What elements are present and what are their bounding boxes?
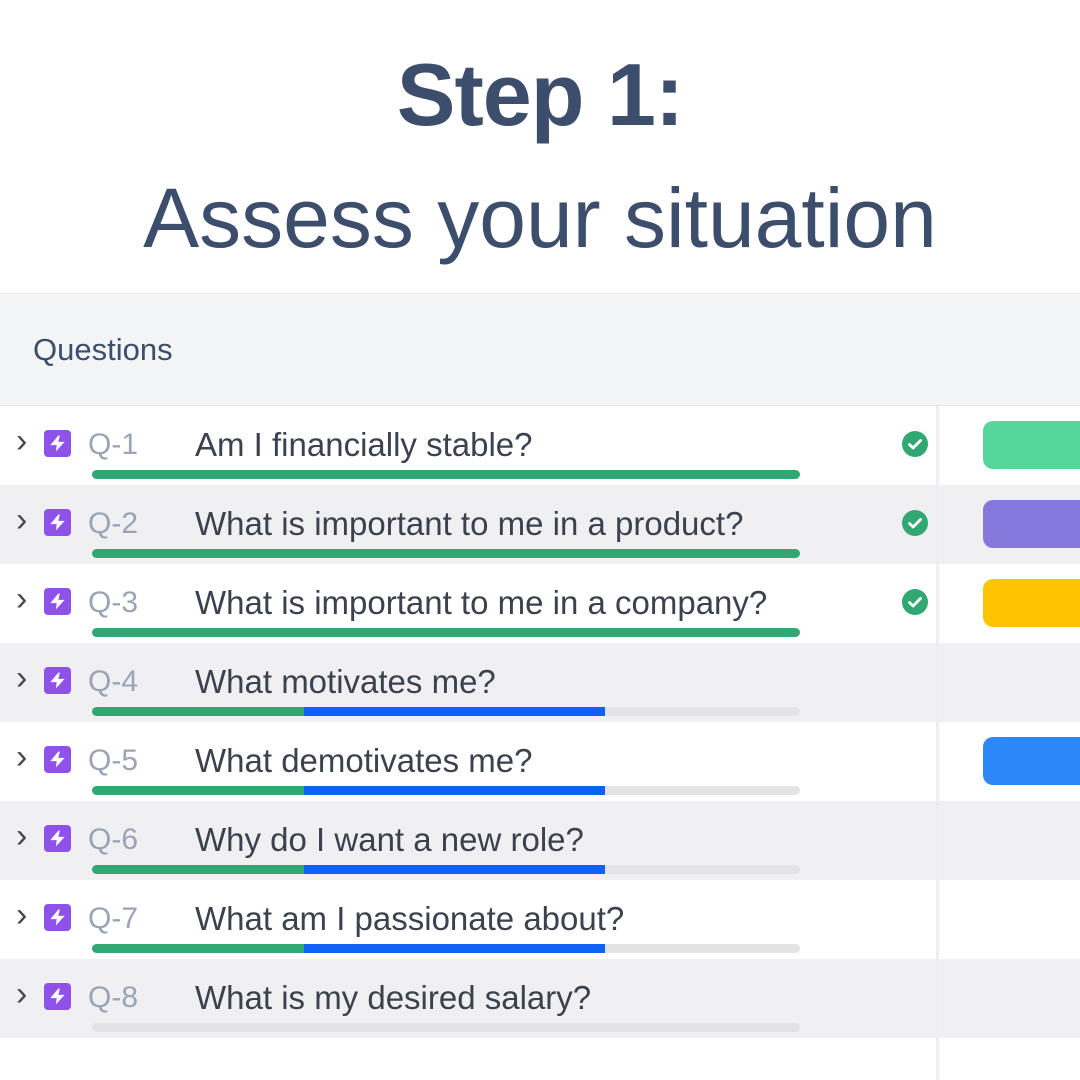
progress-bar [92,707,800,716]
progress-green-segment [92,786,305,795]
table-row[interactable]: › Q-2 What is important to me in a produ… [0,485,1080,564]
lightning-bolt-icon [44,667,71,694]
question-title[interactable]: What demotivates me? [195,742,533,779]
progress-bar [92,470,800,479]
progress-green-segment [92,628,800,637]
section-header: Questions [0,293,1080,406]
lightning-bolt-icon [44,746,71,773]
column-divider [936,406,939,1080]
complete-check-icon[interactable] [902,589,928,615]
table-row[interactable]: › Q-7 What am I passionate about? [0,880,1080,959]
question-id: Q-2 [88,507,139,540]
table-row[interactable]: › Q-3 What is important to me in a compa… [0,564,1080,643]
table-row[interactable]: › Q-8 What is my desired salary? [0,959,1080,1038]
expand-chevron-icon[interactable]: › [16,817,28,855]
expand-chevron-icon[interactable]: › [16,659,28,697]
expand-chevron-icon[interactable]: › [16,422,28,460]
question-id: Q-3 [88,586,139,619]
lightning-bolt-icon [44,904,71,931]
status-pill[interactable] [983,737,1080,785]
questions-table: Questions › Q-1 Am I financially stable?… [0,293,1080,1080]
progress-bar [92,549,800,558]
progress-green-segment [92,549,800,558]
progress-green-segment [92,707,305,716]
section-header-label: Questions [33,331,173,367]
question-id: Q-6 [88,823,139,856]
question-title[interactable]: What is important to me in a product? [195,505,744,542]
lightning-bolt-icon [44,983,71,1010]
expand-chevron-icon[interactable]: › [16,896,28,934]
expand-chevron-icon[interactable]: › [16,975,28,1013]
progress-green-segment [92,470,800,479]
table-body: › Q-1 Am I financially stable? › Q-2 Wha [0,406,1080,1080]
status-pill[interactable] [983,500,1080,548]
lightning-bolt-icon [44,430,71,457]
rows: › Q-1 Am I financially stable? › Q-2 Wha [0,406,1080,1038]
expand-chevron-icon[interactable]: › [16,738,28,776]
table-row[interactable]: › Q-5 What demotivates me? [0,722,1080,801]
table-row[interactable]: › Q-4 What motivates me? [0,643,1080,722]
progress-bar [92,865,800,874]
progress-blue-segment [304,865,606,874]
question-id: Q-5 [88,744,139,777]
question-id: Q-1 [88,428,139,461]
progress-blue-segment [304,707,606,716]
question-id: Q-7 [88,902,139,935]
question-title[interactable]: What is important to me in a company? [195,584,768,621]
lightning-bolt-icon [44,509,71,536]
question-title[interactable]: What am I passionate about? [195,900,625,937]
progress-green-segment [92,944,305,953]
progress-bar [92,1023,800,1032]
lightning-bolt-icon [44,825,71,852]
table-row[interactable]: › Q-6 Why do I want a new role? [0,801,1080,880]
progress-blue-segment [304,944,606,953]
complete-check-icon[interactable] [902,510,928,536]
page-title-subtitle: Assess your situation [143,171,937,265]
table-row[interactable]: › Q-1 Am I financially stable? [0,406,1080,485]
status-pill[interactable] [983,579,1080,627]
expand-chevron-icon[interactable]: › [16,580,28,618]
complete-check-icon[interactable] [902,431,928,457]
progress-bar [92,944,800,953]
question-id: Q-8 [88,981,139,1014]
progress-green-segment [92,865,305,874]
question-title[interactable]: What is my desired salary? [195,979,592,1016]
page-title-step: Step 1: [396,45,684,144]
question-title[interactable]: Am I financially stable? [195,426,533,463]
status-pill[interactable] [983,421,1080,469]
progress-bar [92,628,800,637]
progress-bar [92,786,800,795]
question-title[interactable]: What motivates me? [195,663,496,700]
question-title[interactable]: Why do I want a new role? [195,821,584,858]
lightning-bolt-icon [44,588,71,615]
question-id: Q-4 [88,665,139,698]
expand-chevron-icon[interactable]: › [16,501,28,539]
progress-blue-segment [304,786,606,795]
